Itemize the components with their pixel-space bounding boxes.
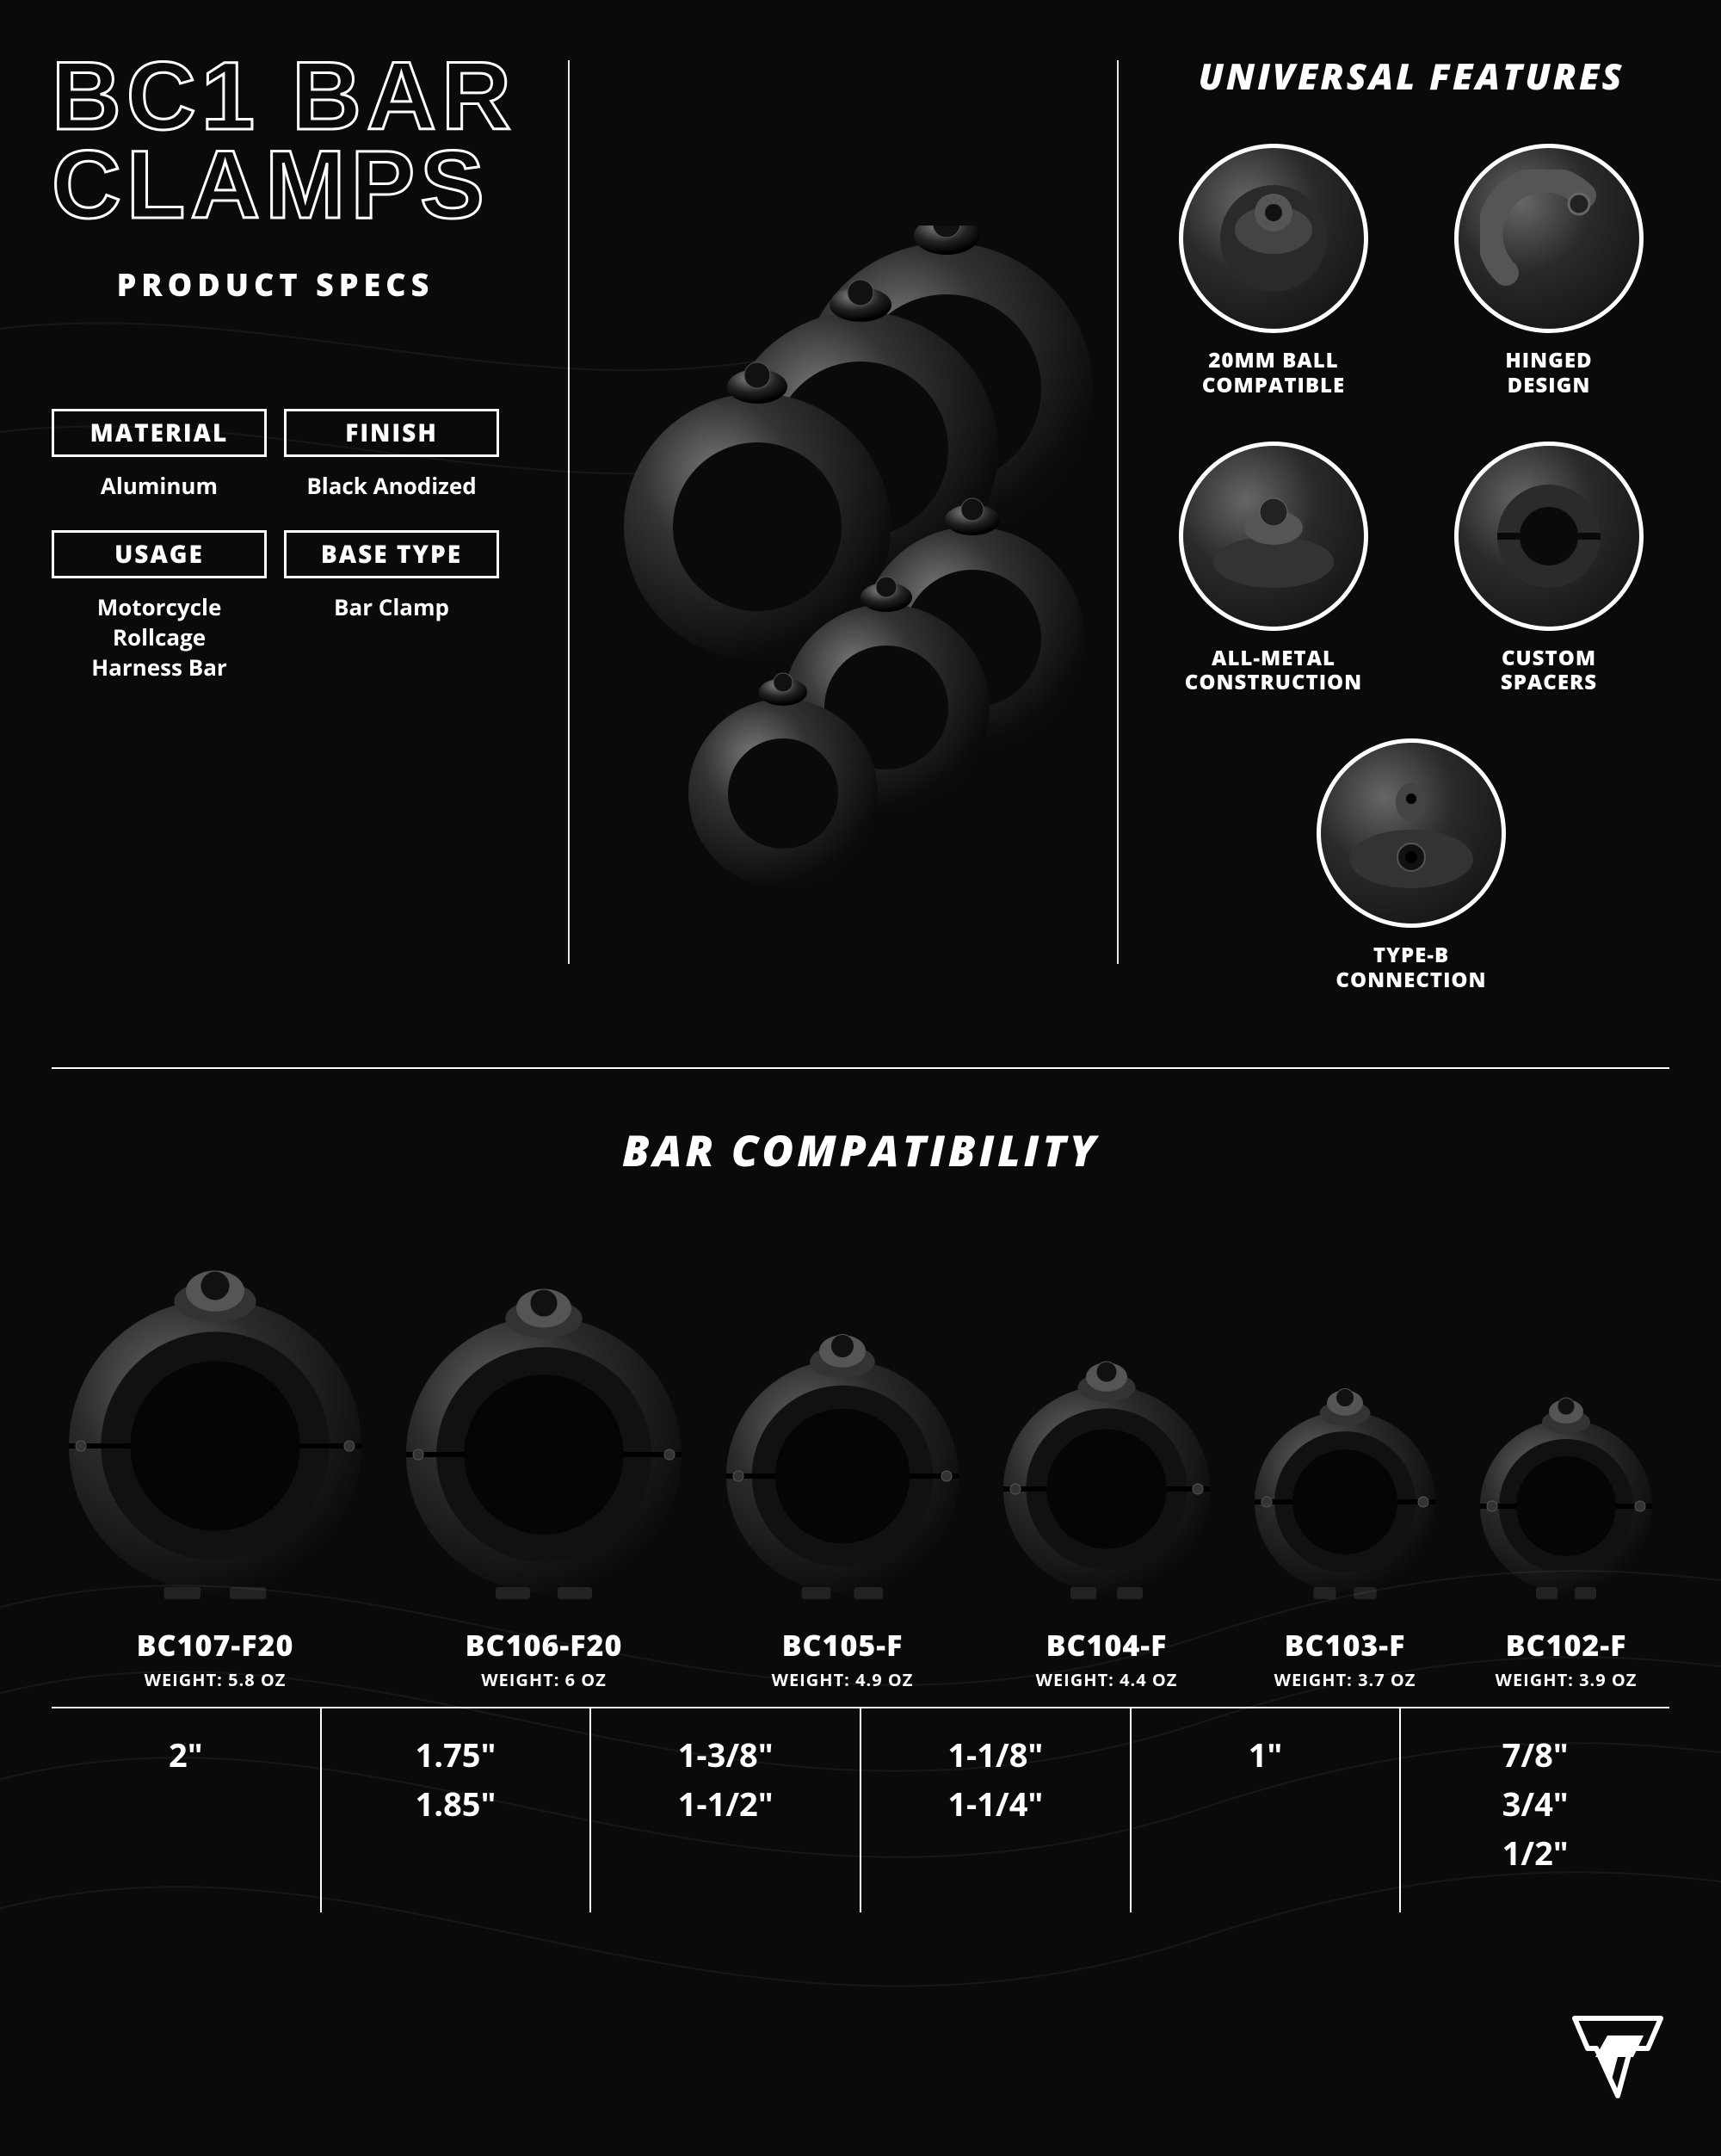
compatibility-title: BAR COMPATIBILITY <box>52 1121 1669 1179</box>
model-weight: WEIGHT: 4.4 OZ <box>1036 1668 1178 1691</box>
model-item: BC104-F WEIGHT: 4.4 OZ <box>995 1343 1218 1691</box>
size-cell: 7/8"3/4"1/2" <box>1401 1708 1669 1912</box>
top-section: BC1 BAR CLAMPS PRODUCT SPECS MATERIAL FI… <box>52 52 1669 1033</box>
size-value: 1-1/2" <box>598 1780 853 1829</box>
size-value: 2" <box>59 1731 313 1780</box>
model-weight: WEIGHT: 3.9 OZ <box>1496 1668 1638 1691</box>
size-value: 1.85" <box>329 1780 583 1829</box>
model-name: BC107-F20 <box>137 1625 294 1665</box>
model-item: BC107-F20 WEIGHT: 5.8 OZ <box>60 1257 370 1691</box>
model-weight: WEIGHT: 3.7 OZ <box>1274 1668 1416 1691</box>
model-item: BC106-F20 WEIGHT: 6 OZ <box>398 1274 690 1691</box>
feature-icon <box>1179 144 1368 333</box>
features-title: UNIVERSAL FEATURES <box>1153 52 1669 101</box>
size-cell: 1" <box>1132 1708 1402 1912</box>
feature-label: CUSTOM SPACERS <box>1501 646 1597 696</box>
feature-icon <box>1454 442 1644 631</box>
feature-hinged-design: HINGED DESIGN <box>1437 144 1661 398</box>
size-value: 3/4" <box>1408 1780 1662 1829</box>
model-name: BC104-F <box>1046 1625 1168 1665</box>
size-value: 7/8" <box>1408 1731 1662 1780</box>
model-name: BC102-F <box>1506 1625 1627 1665</box>
vertical-divider <box>1117 60 1119 964</box>
feature-label: 20MM BALL COMPATIBLE <box>1202 349 1345 398</box>
size-value: 1-1/8" <box>868 1731 1123 1780</box>
model-weight: WEIGHT: 5.8 OZ <box>145 1668 287 1691</box>
feature-label: HINGED DESIGN <box>1505 349 1592 398</box>
model-item: BC103-F WEIGHT: 3.7 OZ <box>1246 1368 1444 1691</box>
size-value: 1" <box>1138 1731 1393 1780</box>
feature-custom-spacers: CUSTOM SPACERS <box>1437 442 1661 696</box>
brand-logo-icon <box>1566 2010 1669 2109</box>
size-cell: 1-3/8"1-1/2" <box>591 1708 861 1912</box>
features-grid: 20MM BALL COMPATIBLE HINGED DESIGN <box>1153 144 1669 993</box>
size-row: 2"1.75"1.85"1-3/8"1-1/2"1-1/8"1-1/4"1"7/… <box>52 1707 1669 1912</box>
product-subtitle: PRODUCT SPECS <box>52 263 499 306</box>
spec-head-material: MATERIAL <box>52 409 267 457</box>
features-column: UNIVERSAL FEATURES 20MM BALL COMPATIBLE <box>1153 52 1669 1033</box>
feature-type-b: TYPE-B CONNECTION <box>1299 738 1523 993</box>
size-value: 1-1/4" <box>868 1780 1123 1829</box>
size-cell: 2" <box>52 1708 322 1912</box>
spec-val-material: Aluminum <box>52 462 267 525</box>
size-value: 1/2" <box>1408 1829 1662 1878</box>
model-weight: WEIGHT: 4.9 OZ <box>772 1668 914 1691</box>
spec-head-usage: USAGE <box>52 530 267 578</box>
hero-clamps-image <box>542 225 1144 957</box>
feature-icon <box>1317 738 1506 928</box>
size-cell: 1.75"1.85" <box>322 1708 592 1912</box>
spec-head-finish: FINISH <box>284 409 499 457</box>
model-item: BC105-F WEIGHT: 4.9 OZ <box>718 1317 967 1691</box>
spec-val-usage: Motorcycle Rollcage Harness Bar <box>52 584 267 707</box>
spec-grid: MATERIAL FINISH Aluminum Black Anodized … <box>52 409 499 707</box>
model-weight: WEIGHT: 6 OZ <box>481 1668 607 1691</box>
size-cell: 1-1/8"1-1/4" <box>861 1708 1132 1912</box>
horizontal-divider <box>52 1067 1669 1069</box>
model-name: BC106-F20 <box>466 1625 623 1665</box>
model-item: BC102-F WEIGHT: 3.9 OZ <box>1471 1377 1661 1691</box>
hero-column <box>604 52 1083 1033</box>
size-value: 1.75" <box>329 1731 583 1780</box>
feature-label: ALL-METAL CONSTRUCTION <box>1185 646 1362 696</box>
feature-icon <box>1179 442 1368 631</box>
spec-val-finish: Black Anodized <box>284 462 499 525</box>
feature-all-metal: ALL-METAL CONSTRUCTION <box>1162 442 1385 696</box>
model-name: BC105-F <box>782 1625 904 1665</box>
model-name: BC103-F <box>1285 1625 1406 1665</box>
feature-label: TYPE-B CONNECTION <box>1335 943 1486 993</box>
feature-ball-compatible: 20MM BALL COMPATIBLE <box>1162 144 1385 398</box>
spec-head-basetype: BASE TYPE <box>284 530 499 578</box>
models-row: BC107-F20 WEIGHT: 5.8 OZ BC106-F20 WEIGHT:… <box>52 1257 1669 1691</box>
spec-val-basetype: Bar Clamp <box>284 584 499 707</box>
feature-icon <box>1454 144 1644 333</box>
left-column: BC1 BAR CLAMPS PRODUCT SPECS MATERIAL FI… <box>52 52 534 1033</box>
product-title: BC1 BAR CLAMPS <box>52 52 534 229</box>
size-value: 1-3/8" <box>598 1731 853 1780</box>
